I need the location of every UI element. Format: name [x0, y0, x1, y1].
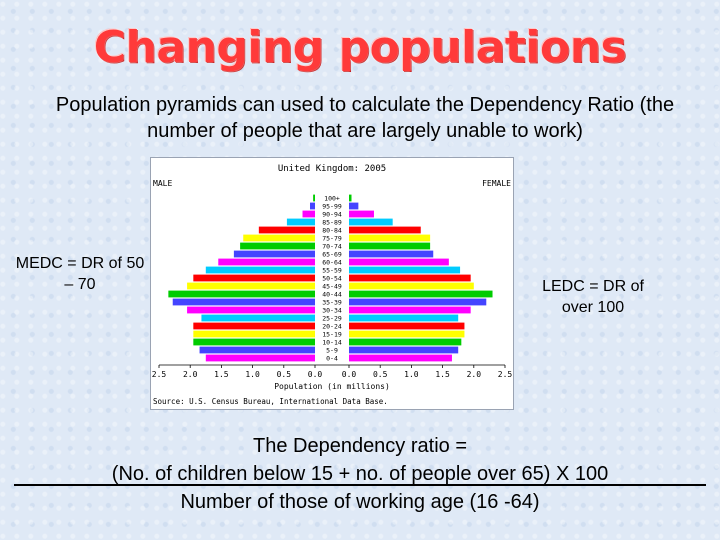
x-tick-label: 0.0	[342, 370, 357, 379]
intro-text: Population pyramids can used to calculat…	[55, 94, 675, 142]
age-label-25-29: 25-29	[322, 315, 342, 323]
male-bar-80-84	[258, 226, 315, 234]
age-label-75-79: 75-79	[322, 235, 342, 243]
male-bar-95-99	[310, 202, 315, 210]
female-bar-70-74	[349, 242, 431, 250]
x-tick-label: 2.0	[183, 370, 198, 379]
male-bar-5-9	[199, 346, 315, 354]
female-bar-50-54	[349, 274, 471, 282]
age-label-15-19: 15-19	[322, 331, 342, 339]
x-tick-label: 2.0	[467, 370, 482, 379]
formula-block: The Dependency ratio = (No. of children …	[0, 432, 720, 516]
female-bar-15-19	[349, 330, 465, 338]
ledc-note: LEDC = DR of over 100	[542, 278, 644, 316]
age-label-60-64: 60-64	[322, 259, 342, 267]
x-tick-label: 1.5	[435, 370, 450, 379]
male-bar-55-59	[205, 266, 315, 274]
female-bar-80-84	[349, 226, 421, 234]
female-bar-100+	[349, 194, 352, 202]
male-bar-20-24	[193, 322, 315, 330]
x-tick-label: 1.0	[245, 370, 260, 379]
x-tick-label: 0.5	[277, 370, 292, 379]
age-label-70-74: 70-74	[322, 243, 342, 251]
age-label-30-34: 30-34	[322, 307, 342, 315]
age-label-35-39: 35-39	[322, 299, 342, 307]
female-bar-65-69	[349, 250, 434, 258]
age-labels: 0-45-910-1415-1920-2425-2930-3435-3940-4…	[322, 195, 342, 363]
male-bar-65-69	[233, 250, 315, 258]
x-tick-label: 2.5	[152, 370, 167, 379]
age-label-65-69: 65-69	[322, 251, 342, 259]
formula-denominator: Number of those of working age (16 -64)	[180, 491, 540, 513]
male-bar-100+	[313, 194, 315, 202]
male-bar-25-29	[201, 314, 315, 322]
female-bar-10-14	[349, 338, 462, 346]
age-label-90-94: 90-94	[322, 211, 342, 219]
female-label: FEMALE	[482, 179, 511, 188]
medc-note: MEDC = DR of 50 – 70	[15, 255, 145, 293]
male-bar-40-44	[168, 290, 315, 298]
age-label-85-89: 85-89	[322, 219, 342, 227]
male-bar-85-89	[286, 218, 315, 226]
x-axis-label: Population (in millions)	[274, 382, 390, 391]
formula-line-1: The Dependency ratio =	[252, 435, 468, 457]
male-label: MALE	[153, 179, 172, 188]
age-label-10-14: 10-14	[322, 339, 342, 347]
male-bar-75-79	[243, 234, 315, 242]
female-bar-60-64	[349, 258, 449, 266]
female-bar-35-39	[349, 298, 487, 306]
fraction-bar	[14, 484, 706, 486]
x-ticks: 2.5 2.0 1.5 1.0 0.5 0.0 0.0 0.5 1.0 1.5 2.0 2.5	[152, 365, 513, 379]
formula-numerator: (No. of children below 15 + no. of peopl…	[111, 463, 609, 485]
female-bar-20-24	[349, 322, 465, 330]
male-bar-0-4	[205, 354, 315, 362]
male-bar-30-34	[187, 306, 315, 314]
population-pyramid-chart: United Kingdom: 2005 MALE FEMALE 0-4 5-9 1…	[150, 157, 514, 410]
x-tick-label: 1.0	[404, 370, 419, 379]
x-tick-label: 0.0	[308, 370, 323, 379]
age-label-50-54: 50-54	[322, 275, 342, 283]
age-label-0-4: 0-4	[326, 355, 338, 363]
age-label-20-24: 20-24	[322, 323, 342, 331]
female-bar-25-29	[349, 314, 459, 322]
age-label-40-44: 40-44	[322, 291, 342, 299]
female-bar-95-99	[349, 202, 359, 210]
female-bar-45-49	[349, 282, 474, 290]
age-label-5-9: 5-9	[326, 347, 338, 355]
male-bar-90-94	[302, 210, 315, 218]
chart-title: United Kingdom: 2005	[278, 164, 386, 174]
pyramid-bars	[168, 194, 493, 362]
x-tick-label: 2.5	[498, 370, 513, 379]
age-label-55-59: 55-59	[322, 267, 342, 275]
female-bar-5-9	[349, 346, 459, 354]
female-bar-30-34	[349, 306, 471, 314]
age-label-80-84: 80-84	[322, 227, 342, 235]
male-bar-45-49	[187, 282, 315, 290]
male-bar-15-19	[193, 330, 315, 338]
slide-title: Changing populations	[93, 22, 627, 73]
male-bar-35-39	[172, 298, 315, 306]
male-bar-60-64	[218, 258, 315, 266]
female-bar-40-44	[349, 290, 493, 298]
female-bar-85-89	[349, 218, 393, 226]
male-bar-10-14	[193, 338, 315, 346]
female-bar-90-94	[349, 210, 374, 218]
pyramid-svg: United Kingdom: 2005 MALE FEMALE 0-45-91…	[152, 164, 513, 406]
x-tick-label: 0.5	[373, 370, 388, 379]
female-bar-0-4	[349, 354, 452, 362]
female-bar-75-79	[349, 234, 431, 242]
x-tick-label: 1.5	[214, 370, 229, 379]
age-label-95-99: 95-99	[322, 203, 342, 211]
female-bar-55-59	[349, 266, 461, 274]
male-bar-50-54	[193, 274, 315, 282]
male-bar-70-74	[240, 242, 315, 250]
age-label-100+: 100+	[324, 195, 340, 203]
chart-source: Source: U.S. Census Bureau, Internationa…	[153, 397, 388, 406]
age-label-45-49: 45-49	[322, 283, 342, 291]
